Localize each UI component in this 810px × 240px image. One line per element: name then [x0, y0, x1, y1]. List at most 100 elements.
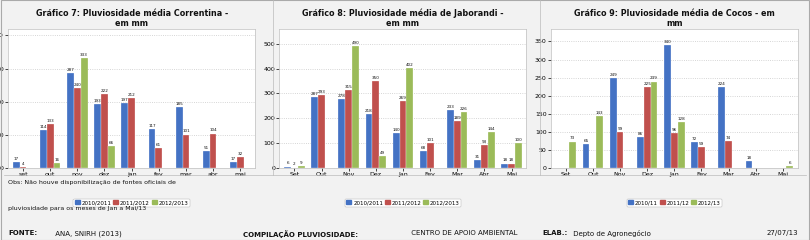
Text: 101: 101 [426, 138, 434, 142]
Bar [718, 87, 725, 168]
Text: 350: 350 [372, 76, 380, 80]
Text: 287: 287 [66, 68, 75, 72]
Bar [176, 107, 182, 168]
Bar [237, 157, 244, 168]
Bar [407, 68, 413, 168]
Text: 27/07/13: 27/07/13 [766, 230, 798, 236]
Bar [427, 143, 433, 168]
Text: 6: 6 [788, 161, 791, 165]
Text: 117: 117 [148, 124, 156, 128]
Text: Obs: Não houve disponibilização de fontes oficiais de: Obs: Não houve disponibilização de fonte… [8, 180, 176, 185]
Text: 197: 197 [121, 98, 129, 102]
Bar [698, 147, 705, 168]
Text: 128: 128 [677, 117, 685, 121]
Bar [481, 145, 488, 168]
Text: 240: 240 [74, 83, 81, 87]
Text: 114: 114 [40, 125, 47, 129]
Legend: 2010/2011, 2011/2012, 2012/2013: 2010/2011, 2011/2012, 2012/2013 [345, 199, 461, 207]
Bar [13, 162, 19, 168]
Text: 189: 189 [454, 116, 461, 120]
Bar [664, 45, 671, 168]
Text: 233: 233 [446, 105, 454, 109]
Text: 86: 86 [637, 132, 643, 136]
Bar [122, 103, 128, 168]
Text: 18: 18 [502, 158, 507, 162]
Bar [610, 78, 616, 168]
Text: 9: 9 [300, 161, 302, 165]
Bar [420, 151, 427, 168]
Bar [671, 133, 678, 168]
Bar [298, 166, 305, 168]
Text: 68: 68 [420, 146, 426, 150]
Bar [725, 141, 732, 168]
Text: 4: 4 [22, 162, 24, 166]
Text: 402: 402 [406, 63, 414, 67]
Text: 32: 32 [237, 152, 243, 156]
Text: 65: 65 [583, 139, 589, 143]
Text: 144: 144 [488, 127, 495, 131]
Title: Gráfico 7: Pluviosidade média Correntina -
em mm: Gráfico 7: Pluviosidade média Correntina… [36, 9, 228, 28]
Text: 100: 100 [514, 138, 522, 142]
Text: FONTE:: FONTE: [8, 230, 37, 236]
Text: 49: 49 [380, 151, 386, 155]
Text: 133: 133 [46, 119, 54, 123]
Bar [210, 133, 216, 168]
Text: COMPILAÇÃO PLUVIOSIDADE:: COMPILAÇÃO PLUVIOSIDADE: [243, 230, 358, 238]
Bar [365, 114, 373, 168]
Text: 333: 333 [80, 53, 88, 57]
Bar [461, 112, 467, 168]
Bar [108, 146, 115, 168]
Bar [148, 129, 156, 168]
Bar [582, 144, 590, 168]
Bar [745, 162, 752, 168]
Bar [373, 81, 379, 168]
Text: 293: 293 [318, 90, 326, 94]
Bar [515, 143, 522, 168]
Text: 269: 269 [399, 96, 407, 100]
Text: 18: 18 [509, 158, 514, 162]
Text: 6: 6 [286, 161, 289, 165]
Text: 218: 218 [365, 109, 373, 113]
Text: 104: 104 [209, 128, 217, 132]
Bar [19, 167, 27, 168]
Text: 31: 31 [475, 155, 480, 159]
Text: 225: 225 [643, 82, 651, 85]
Bar [787, 166, 793, 168]
Text: 249: 249 [609, 73, 617, 77]
Bar [447, 110, 454, 168]
Bar [53, 163, 61, 168]
Bar [74, 89, 81, 168]
Bar [501, 163, 508, 168]
Bar [230, 162, 237, 168]
Text: 2: 2 [293, 162, 296, 166]
Text: 140: 140 [392, 128, 400, 132]
Bar [393, 133, 399, 168]
Bar [379, 156, 386, 168]
Bar [678, 122, 684, 168]
Text: CENTRO DE APOIO AMBIENTAL: CENTRO DE APOIO AMBIENTAL [409, 230, 518, 236]
Bar [488, 132, 495, 168]
Bar [101, 94, 108, 168]
Bar [650, 82, 658, 168]
Bar [691, 142, 698, 168]
Text: 224: 224 [718, 82, 726, 86]
Text: 287: 287 [311, 91, 318, 96]
Text: 212: 212 [128, 93, 135, 97]
Bar [156, 148, 162, 168]
Bar [339, 99, 345, 168]
Text: 17: 17 [14, 157, 19, 161]
Bar [81, 58, 87, 168]
Text: 143: 143 [596, 111, 603, 115]
Bar [474, 160, 481, 168]
Bar [454, 121, 461, 168]
Text: 185: 185 [175, 102, 183, 106]
Text: 490: 490 [352, 41, 360, 45]
Bar [616, 132, 624, 168]
Text: 72: 72 [692, 137, 697, 141]
Text: 18: 18 [747, 156, 752, 160]
Text: 96: 96 [671, 128, 677, 132]
Text: 226: 226 [460, 107, 468, 111]
Text: 99: 99 [617, 127, 623, 131]
Text: 239: 239 [650, 77, 658, 80]
Title: Gráfico 9: Pluviosidade média de Cocos - em
mm: Gráfico 9: Pluviosidade média de Cocos -… [574, 9, 774, 28]
